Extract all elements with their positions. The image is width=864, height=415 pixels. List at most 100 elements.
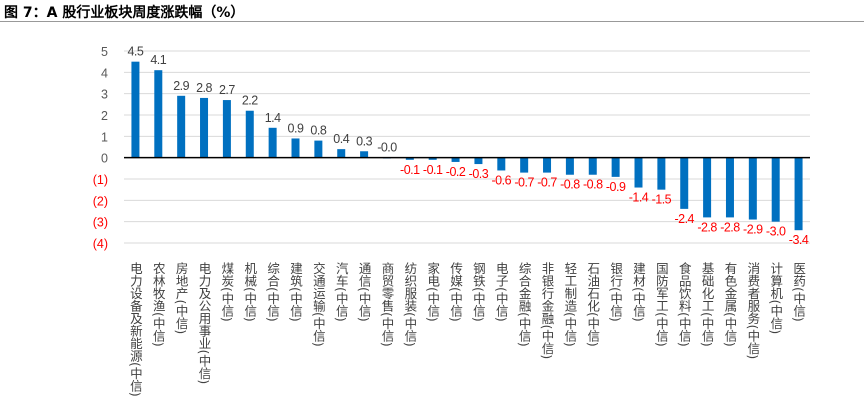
x-tick-label: 汽车(中信) xyxy=(334,261,349,322)
y-tick-label: (4) xyxy=(93,237,108,251)
bar xyxy=(337,149,346,158)
data-label: -0.7 xyxy=(514,176,534,190)
x-tick-label: 电力设备及新能源(中信) xyxy=(128,262,143,397)
x-tick-label: 消费者服务(中信) xyxy=(745,262,760,359)
y-tick-label: (2) xyxy=(93,194,108,208)
x-tick-label: 国防军工(中信) xyxy=(654,262,669,347)
data-label: 2.9 xyxy=(173,79,189,93)
data-label: -0.0 xyxy=(377,141,397,155)
x-tick-label: 交通运输(中信) xyxy=(311,261,326,347)
x-tick-label: 农林牧渔(中信) xyxy=(151,262,166,347)
data-label: 2.8 xyxy=(196,81,212,95)
data-label: 2.7 xyxy=(219,83,235,97)
x-tick-label: 通信(中信) xyxy=(357,262,372,322)
bar xyxy=(543,157,552,173)
bar xyxy=(428,157,437,160)
bar xyxy=(748,157,757,220)
bar xyxy=(611,157,620,177)
bar xyxy=(222,100,231,158)
x-tick-label: 计算机(中信) xyxy=(768,262,783,334)
bar xyxy=(565,157,574,175)
data-label: -3.4 xyxy=(789,233,809,247)
y-tick-label: (1) xyxy=(93,173,108,187)
x-tick-label: 传媒(中信) xyxy=(448,261,463,322)
x-tick-label: 机械(中信) xyxy=(242,262,257,322)
data-label: -0.3 xyxy=(469,167,489,181)
data-label: -0.6 xyxy=(492,173,512,187)
data-label: -0.8 xyxy=(560,178,580,192)
x-tick-label: 建筑(中信) xyxy=(288,262,303,322)
bar xyxy=(314,140,323,158)
data-label: -2.8 xyxy=(720,220,740,234)
x-tick-label: 银行(中信) xyxy=(608,262,623,322)
title-divider xyxy=(0,21,864,22)
y-tick-label: 4 xyxy=(101,66,108,80)
bar xyxy=(588,157,597,175)
data-label: 1.4 xyxy=(265,111,281,125)
x-tick-label: 医药(中信) xyxy=(791,262,806,322)
x-tick-label: 电力及公用事业(中信) xyxy=(197,262,212,384)
bar xyxy=(680,157,689,209)
bar xyxy=(131,61,140,158)
x-tick-label: 房地产(中信) xyxy=(174,261,189,334)
data-label: 0.8 xyxy=(310,124,326,138)
data-label: -0.1 xyxy=(423,163,443,177)
x-tick-label: 综合金融(中信) xyxy=(517,262,532,347)
data-label: 0.9 xyxy=(288,121,304,135)
data-label: 2.2 xyxy=(242,94,258,108)
data-label: 0.3 xyxy=(356,134,372,148)
x-tick-label: 基础化工(中信) xyxy=(700,262,715,347)
data-label: -0.8 xyxy=(583,178,603,192)
x-tick-label: 纺织服装(中信) xyxy=(402,262,417,347)
bar xyxy=(497,157,506,171)
data-label: -2.9 xyxy=(743,223,763,237)
bar xyxy=(520,157,529,173)
x-tick-label: 综合(中信) xyxy=(265,262,280,322)
data-label: -2.8 xyxy=(697,220,717,234)
x-tick-label: 商贸零售(中信) xyxy=(379,261,394,347)
bar xyxy=(451,157,460,162)
bar xyxy=(405,157,414,160)
data-label: -0.2 xyxy=(446,165,466,179)
data-label: 4.1 xyxy=(150,53,166,67)
bar xyxy=(725,157,734,218)
y-tick-label: 3 xyxy=(101,88,108,102)
bar xyxy=(360,151,369,158)
bar xyxy=(291,138,300,158)
bar xyxy=(794,157,803,231)
y-tick-label: 2 xyxy=(101,109,108,123)
y-tick-label: 1 xyxy=(101,130,108,144)
data-label: -0.1 xyxy=(400,163,420,177)
x-tick-label: 电子(中信) xyxy=(494,262,509,322)
data-label: 4.5 xyxy=(127,45,143,59)
bar xyxy=(657,157,666,190)
x-tick-label: 煤炭(中信) xyxy=(219,262,234,322)
x-tick-label: 食品饮料(中信) xyxy=(677,261,692,347)
x-tick-label: 轻工制造(中信) xyxy=(562,262,577,347)
data-label: -3.0 xyxy=(766,225,786,239)
bar xyxy=(771,157,780,222)
bar xyxy=(268,127,277,158)
bar xyxy=(177,95,186,158)
bar xyxy=(245,110,254,158)
x-tick-label: 家电(中信) xyxy=(425,261,440,322)
data-label: -2.4 xyxy=(674,212,694,226)
y-tick-label: 5 xyxy=(101,45,108,59)
bar xyxy=(703,157,712,218)
x-tick-label: 石油石化(中信) xyxy=(585,262,600,347)
x-tick-label: 钢铁(中信) xyxy=(471,262,486,322)
data-label: -0.9 xyxy=(606,180,626,194)
data-label: -1.5 xyxy=(652,193,672,207)
data-label: -1.4 xyxy=(629,191,649,205)
x-tick-label: 非银行金融(中信) xyxy=(540,262,555,359)
y-tick-label: 0 xyxy=(101,152,108,166)
chart-title: 图 7：A 股行业板块周度涨跌幅（%） xyxy=(4,5,245,21)
data-label: -0.7 xyxy=(537,176,557,190)
bar xyxy=(474,157,483,165)
bar xyxy=(200,97,209,158)
bar xyxy=(154,70,163,158)
x-tick-label: 建材(中信) xyxy=(631,262,646,322)
y-tick-label: (3) xyxy=(93,216,108,230)
x-tick-label: 有色金属(中信) xyxy=(722,262,737,347)
